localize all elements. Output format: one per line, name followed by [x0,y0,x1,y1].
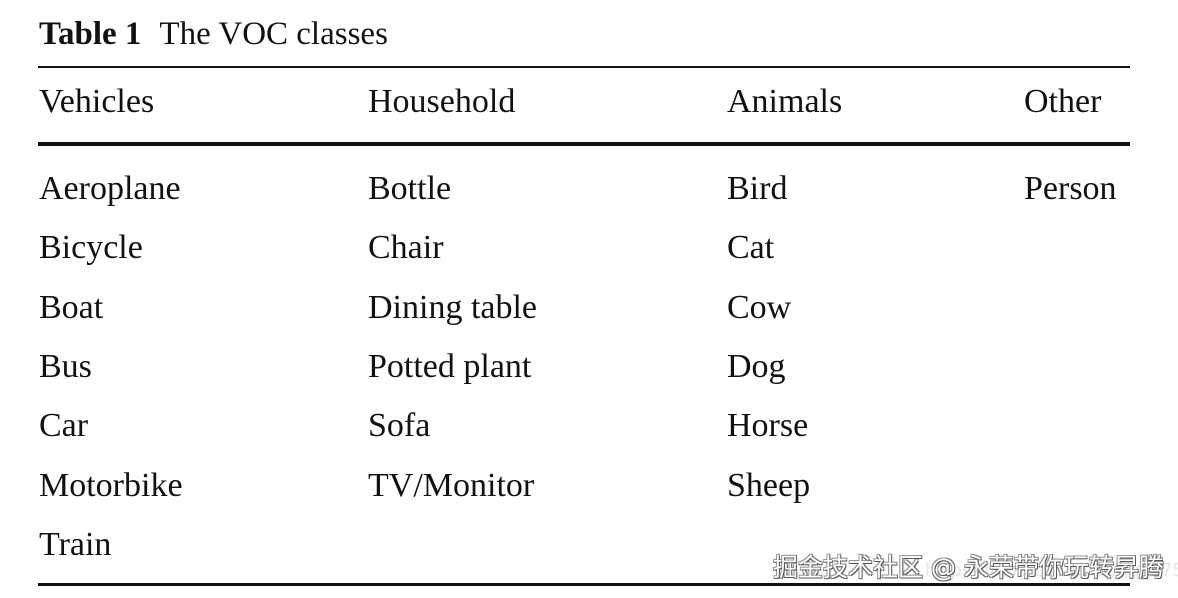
watermark-url: https://blog.csdn.net/qq_37541097 [925,560,1178,581]
column-header: Other [1024,83,1102,120]
table-cell: Sheep [727,466,811,504]
table-cell: Car [39,407,89,445]
table-cell: Dog [727,347,786,385]
table-cell: Aeroplane [39,170,181,207]
table-cell: TV/Monitor [368,466,535,504]
table-label: Table 1 [39,16,142,52]
table-cell: Bottle [368,170,452,207]
table-title: The VOC classes [159,16,388,52]
table-cell: Potted plant [368,347,532,385]
table-cell: Person [1024,170,1117,207]
column-header: Vehicles [39,83,155,120]
table-cell: Bus [39,347,92,385]
top-rule [38,66,1130,68]
table-cell: Chair [368,229,444,267]
bottom-rule [38,583,1130,586]
table-cell: Boat [39,288,104,326]
table-cell: Bicycle [39,229,143,267]
table-cell: Sofa [368,407,431,445]
table-cell: Horse [727,407,809,445]
table-cell: Cow [727,288,792,326]
watermark: 掘金技术社区 @ 永荣带你玩转昇腾 [773,553,1164,582]
table-cell: Motorbike [39,466,183,504]
column-header: Household [368,83,516,120]
column-header: Animals [727,83,843,120]
table-cell: Bird [727,170,788,207]
table-cell: Dining table [368,288,538,326]
table-cell: Train [39,525,112,563]
table-caption: Table 1 The VOC classes [39,16,388,53]
table-cell: Cat [727,229,775,267]
header-rule [38,142,1130,146]
